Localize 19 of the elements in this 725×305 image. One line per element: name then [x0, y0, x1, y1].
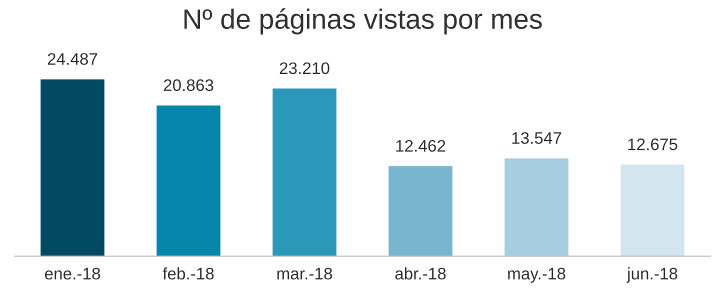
bar [620, 164, 684, 256]
x-tick-label: ene.-18 [44, 268, 100, 280]
bar [156, 105, 220, 256]
x-tick-label: feb.-18 [162, 267, 214, 280]
bar [272, 88, 336, 256]
bar [504, 158, 568, 256]
x-tick-label: jun.-18 [626, 267, 678, 283]
data-label: 12.675 [628, 138, 678, 150]
chart-title: Nº de páginas vistas por mes [184, 8, 542, 34]
x-tick-label: mar.-18 [277, 268, 332, 280]
data-label: 23.210 [280, 62, 330, 74]
x-tick-label: may.-18 [508, 268, 566, 283]
bar [388, 166, 452, 256]
data-label: 20.863 [164, 79, 214, 92]
data-label: 13.547 [512, 132, 562, 144]
bar [40, 79, 104, 256]
data-label: 12.462 [396, 140, 446, 152]
data-label: 24.487 [48, 53, 98, 65]
x-tick-label: abr.-18 [395, 267, 446, 280]
